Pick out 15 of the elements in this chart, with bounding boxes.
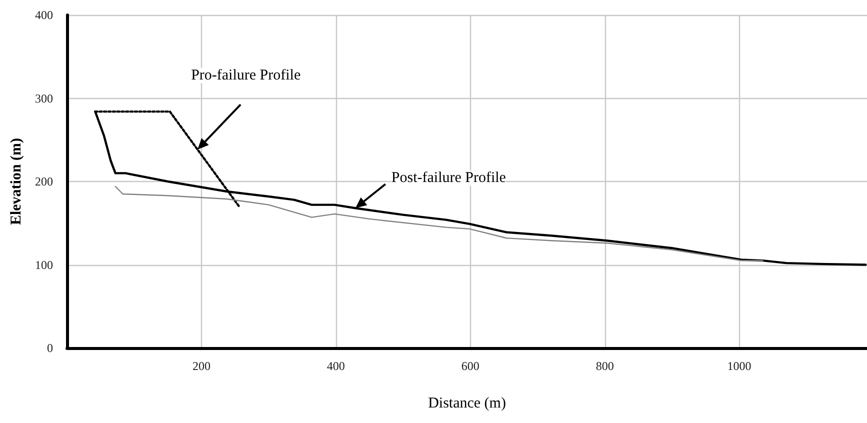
x-tick-label: 200 [192,359,210,373]
y-tick-label: 200 [35,174,53,188]
x-tick-label: 600 [461,359,480,373]
x-tick-label: 1000 [727,359,752,373]
y-tick-label: 0 [47,341,53,355]
series-label: Post-failure Profile [391,170,506,186]
y-tick-label: 300 [35,91,53,106]
y-tick-label: 400 [35,8,53,22]
x-tick-label: 800 [596,359,614,373]
x-axis-title: Distance (m) [428,396,506,412]
text: Pro-failure Profile [191,68,301,84]
y-tick-label: 100 [35,258,53,272]
line-series [114,186,764,262]
x-tick-label: 400 [326,359,345,373]
y-axis-title: Elevation (m) [8,138,25,226]
